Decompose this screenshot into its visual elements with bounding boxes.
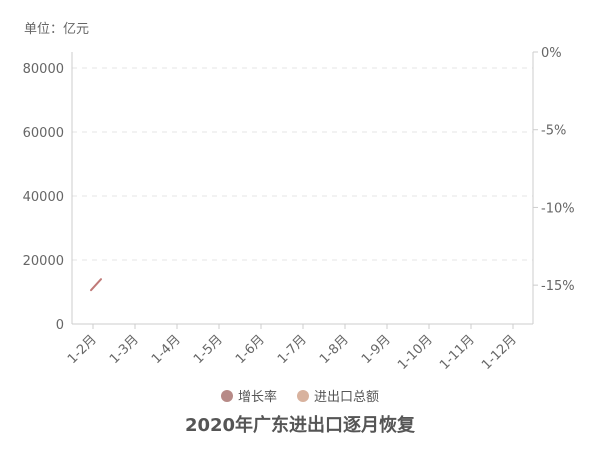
left-tick-label: 0 — [56, 318, 64, 333]
grid-lines — [72, 67, 533, 261]
x-tick-label: 1-9月 — [359, 332, 394, 367]
legend-swatch-growth-rate — [220, 389, 233, 402]
left-tick-label: 60000 — [23, 126, 64, 141]
right-tick-label: 0% — [541, 46, 562, 61]
right-tick-label: -10% — [541, 201, 575, 216]
x-tick-label: 1-11月 — [437, 332, 478, 373]
x-tick-label: 1-7月 — [275, 332, 310, 367]
right-tick-label: -15% — [541, 279, 575, 294]
x-tick-label: 1-5月 — [191, 332, 226, 367]
left-y-axis-ticks: 0 20000 40000 60000 80000 — [23, 62, 64, 333]
unit-label: 单位：亿元 — [24, 22, 90, 37]
x-tick-label: 1-3月 — [107, 332, 142, 367]
x-tick-label: 1-2月 — [65, 332, 100, 367]
chart-title: 2020年广东进出口逐月恢复 — [184, 415, 416, 436]
x-tick-label: 1-8月 — [317, 332, 352, 367]
x-tick-label: 1-12月 — [479, 332, 520, 373]
legend-label-total-trade: 进出口总额 — [314, 390, 380, 405]
legend-item-total-trade[interactable]: 进出口总额 — [297, 386, 379, 405]
left-tick-label: 20000 — [23, 254, 64, 269]
x-tick-label: 1-6月 — [233, 332, 268, 367]
axes — [71, 52, 534, 325]
x-tick-label: 1-4月 — [149, 332, 184, 367]
x-tick-label: 1-10月 — [395, 332, 436, 373]
left-tick-label: 80000 — [23, 62, 64, 77]
left-tick-label: 40000 — [23, 190, 64, 205]
right-tick-label: -5% — [541, 124, 566, 139]
legend: 增长率 进出口总额 — [0, 386, 600, 405]
right-y-axis-ticks: 0% -5% -10% -15% — [533, 46, 575, 294]
growth-rate-point — [90, 278, 102, 292]
x-axis-ticks: 1-2月 1-3月 1-4月 1-5月 1-6月 1-7月 1-8月 1-9月 1-10月 1-1… — [65, 324, 520, 373]
legend-label-growth-rate: 增长率 — [237, 390, 277, 405]
legend-swatch-total-trade — [297, 389, 309, 402]
legend-item-growth-rate[interactable]: 增长率 — [220, 386, 277, 405]
series-marks — [90, 278, 102, 292]
